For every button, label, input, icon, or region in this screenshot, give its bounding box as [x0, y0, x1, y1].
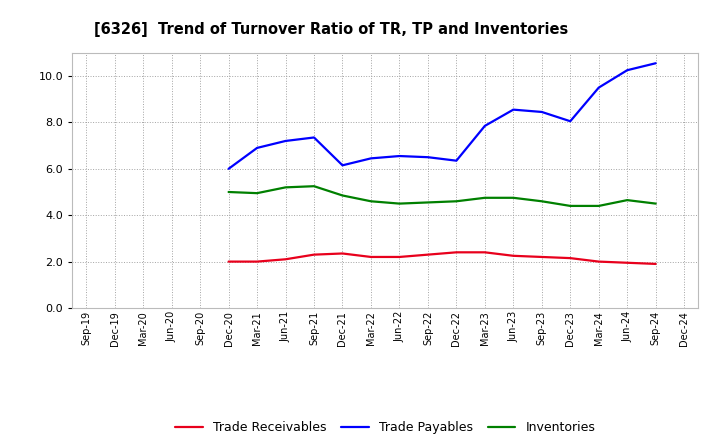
Inventories — [253, 191, 261, 196]
Trade Payables — [225, 166, 233, 172]
Trade Payables — [423, 154, 432, 160]
Trade Receivables — [480, 249, 489, 255]
Trade Receivables — [652, 261, 660, 267]
Inventories — [566, 203, 575, 209]
Trade Receivables — [366, 254, 375, 260]
Legend: Trade Receivables, Trade Payables, Inventories: Trade Receivables, Trade Payables, Inven… — [175, 422, 595, 434]
Trade Payables — [310, 135, 318, 140]
Trade Payables — [480, 123, 489, 128]
Trade Payables — [509, 107, 518, 112]
Trade Receivables — [253, 259, 261, 264]
Inventories — [338, 193, 347, 198]
Inventories — [652, 201, 660, 206]
Inventories — [423, 200, 432, 205]
Inventories — [282, 185, 290, 190]
Trade Payables — [253, 145, 261, 150]
Inventories — [480, 195, 489, 201]
Inventories — [537, 198, 546, 204]
Text: [6326]  Trend of Turnover Ratio of TR, TP and Inventories: [6326] Trend of Turnover Ratio of TR, TP… — [94, 22, 568, 37]
Trade Receivables — [566, 256, 575, 261]
Trade Payables — [395, 154, 404, 159]
Trade Payables — [652, 61, 660, 66]
Inventories — [225, 189, 233, 194]
Inventories — [509, 195, 518, 201]
Trade Receivables — [423, 252, 432, 257]
Trade Receivables — [395, 254, 404, 260]
Line: Trade Payables: Trade Payables — [229, 63, 656, 169]
Trade Payables — [595, 85, 603, 90]
Trade Receivables — [537, 254, 546, 260]
Trade Receivables — [225, 259, 233, 264]
Trade Payables — [537, 109, 546, 114]
Trade Payables — [338, 163, 347, 168]
Inventories — [623, 198, 631, 203]
Trade Receivables — [509, 253, 518, 258]
Line: Trade Receivables: Trade Receivables — [229, 252, 656, 264]
Trade Receivables — [282, 257, 290, 262]
Trade Receivables — [452, 249, 461, 255]
Trade Payables — [566, 119, 575, 124]
Trade Receivables — [338, 251, 347, 256]
Inventories — [395, 201, 404, 206]
Line: Inventories: Inventories — [229, 186, 656, 206]
Inventories — [452, 198, 461, 204]
Trade Payables — [452, 158, 461, 163]
Trade Payables — [366, 156, 375, 161]
Trade Payables — [282, 138, 290, 143]
Trade Receivables — [310, 252, 318, 257]
Inventories — [366, 198, 375, 204]
Trade Payables — [623, 68, 631, 73]
Inventories — [310, 183, 318, 189]
Trade Receivables — [595, 259, 603, 264]
Inventories — [595, 203, 603, 209]
Trade Receivables — [623, 260, 631, 265]
